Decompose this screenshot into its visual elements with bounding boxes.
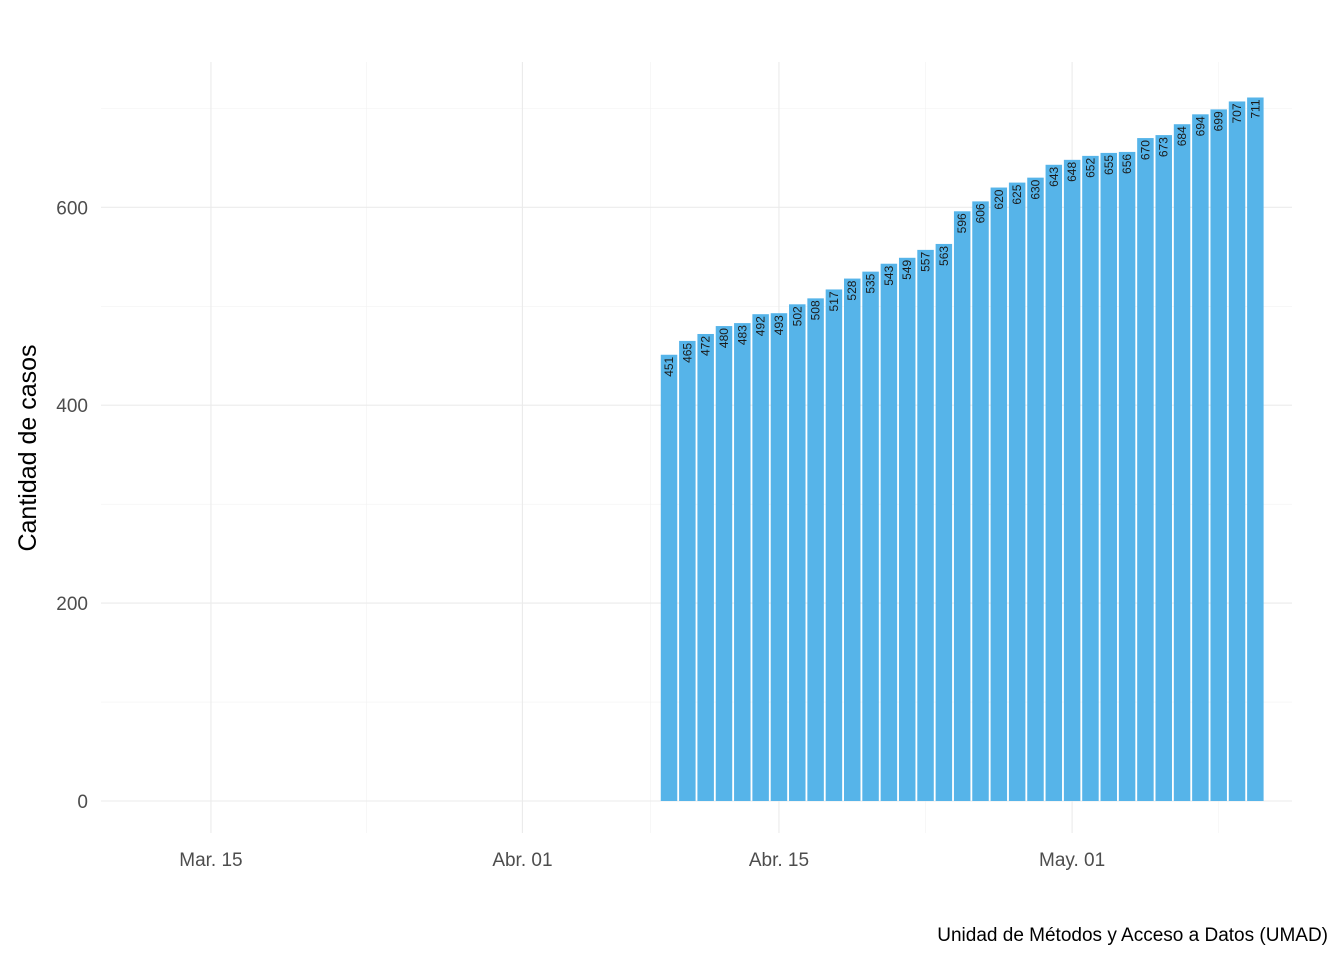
bar-value-label: 620 xyxy=(992,189,1006,209)
bar-value-label: 508 xyxy=(809,300,823,320)
bar xyxy=(1192,114,1209,801)
bar xyxy=(1173,124,1191,801)
bar-value-label: 630 xyxy=(1028,179,1042,199)
bar xyxy=(953,211,971,801)
bar xyxy=(1027,177,1044,801)
x-axis-ticks: Mar. 15 Abr. 01 Abr. 15 May. 01 xyxy=(179,850,1105,871)
bar xyxy=(1228,101,1246,801)
bar-value-label: 684 xyxy=(1175,126,1189,146)
bar-value-label: 606 xyxy=(974,203,988,223)
bar xyxy=(734,323,751,801)
bar xyxy=(660,354,678,801)
x-tick-label: Mar. 15 xyxy=(179,850,242,871)
bar-value-label: 549 xyxy=(900,259,914,279)
bar xyxy=(1247,97,1264,801)
bar xyxy=(789,304,806,801)
y-tick-label: 0 xyxy=(77,792,88,813)
bar xyxy=(1210,109,1227,802)
bar xyxy=(880,263,898,801)
bar-value-label: 517 xyxy=(827,291,841,311)
bar xyxy=(844,278,861,802)
bar xyxy=(1082,155,1099,802)
bar-value-label: 673 xyxy=(1157,137,1171,157)
bar-value-label: 643 xyxy=(1047,166,1061,186)
bar-value-label: 543 xyxy=(882,265,896,285)
bar xyxy=(679,340,696,801)
bar-value-label: 557 xyxy=(919,252,933,272)
bars-group xyxy=(660,97,1264,802)
bar xyxy=(917,249,934,801)
bar xyxy=(1063,159,1081,801)
bar-labels-group: 451 465 472 480 483 492 493 502 508 517 528 535 543 5… xyxy=(662,99,1262,377)
bar-value-label: 596 xyxy=(955,213,969,233)
y-axis-title: Cantidad de casos xyxy=(14,344,42,551)
bar-value-label: 711 xyxy=(1248,99,1262,118)
bar xyxy=(898,257,916,801)
y-tick-label: 400 xyxy=(56,396,88,417)
bar xyxy=(697,333,714,801)
bar xyxy=(752,314,769,801)
bar-value-label: 480 xyxy=(717,328,731,348)
bar-value-label: 694 xyxy=(1193,116,1207,136)
bar xyxy=(715,326,733,801)
bar-value-label: 465 xyxy=(680,343,694,363)
bar xyxy=(825,289,843,801)
bar xyxy=(1045,164,1063,801)
bar xyxy=(990,187,1008,801)
y-axis-ticks: 0 200 400 600 xyxy=(56,198,88,813)
bar-value-label: 656 xyxy=(1120,154,1134,174)
bar xyxy=(1155,135,1172,802)
bar xyxy=(862,271,879,802)
bar-value-label: 699 xyxy=(1212,111,1226,131)
bar-value-label: 652 xyxy=(1083,158,1097,178)
y-tick-label: 600 xyxy=(56,198,88,219)
x-tick-label: Abr. 01 xyxy=(492,850,552,871)
bar-value-label: 493 xyxy=(772,315,786,335)
bar-value-label: 502 xyxy=(790,306,804,326)
bar-value-label: 707 xyxy=(1230,103,1244,123)
bar-value-label: 648 xyxy=(1065,162,1079,182)
chart-caption: Unidad de Métodos y Acceso a Datos (UMAD… xyxy=(937,925,1328,946)
bar-value-label: 655 xyxy=(1102,155,1116,175)
bar-value-label: 670 xyxy=(1138,140,1152,160)
bar-value-label: 528 xyxy=(845,280,859,300)
bar-value-label: 472 xyxy=(699,336,713,356)
bar xyxy=(935,243,953,801)
bar xyxy=(1008,182,1026,801)
bar-value-label: 483 xyxy=(735,325,749,345)
bar-value-label: 492 xyxy=(754,316,768,336)
bar xyxy=(1118,151,1136,802)
x-tick-label: May. 01 xyxy=(1039,850,1105,871)
bar-value-label: 451 xyxy=(662,356,676,376)
bar xyxy=(807,298,824,801)
x-tick-label: Abr. 15 xyxy=(749,850,809,871)
bar xyxy=(972,201,989,802)
bar-value-label: 535 xyxy=(864,273,878,293)
bar xyxy=(770,313,788,801)
bar-value-label: 563 xyxy=(937,246,951,266)
bar xyxy=(1137,138,1154,801)
bar-value-label: 625 xyxy=(1010,184,1024,204)
bar xyxy=(1100,152,1118,801)
y-tick-label: 200 xyxy=(56,594,88,615)
